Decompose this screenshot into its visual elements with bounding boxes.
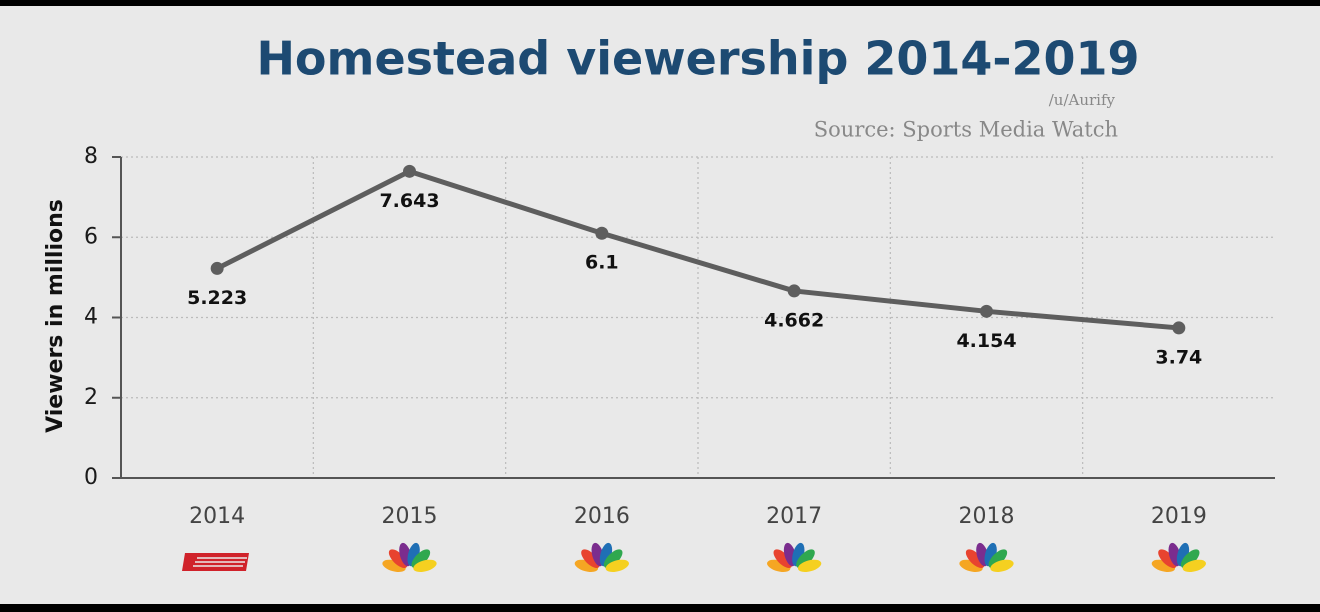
- nbc-logo: [1151, 542, 1206, 573]
- feather: [773, 549, 793, 569]
- x-tick-label: 2015: [382, 504, 438, 529]
- x-tick-label: 2019: [1151, 504, 1207, 529]
- nbc-logo: [959, 542, 1014, 573]
- data-label: 4.662: [764, 309, 824, 331]
- feather: [411, 549, 431, 569]
- source: Source: Sports Media Watch: [814, 118, 1118, 142]
- feather: [603, 549, 623, 569]
- feather: [797, 559, 822, 573]
- y-tick-label: 8: [84, 144, 98, 169]
- x-tick-label: 2017: [766, 504, 822, 529]
- feather: [965, 549, 985, 569]
- point: [787, 284, 801, 298]
- data-label: 7.643: [379, 190, 439, 212]
- point: [1172, 321, 1186, 335]
- feather: [990, 559, 1014, 573]
- feather: [388, 549, 408, 569]
- feather: [1180, 549, 1200, 569]
- y-tick-label: 2: [84, 385, 98, 410]
- nbc-logo: [767, 542, 822, 573]
- feather: [1182, 559, 1206, 573]
- x-tick-label: 2016: [574, 504, 630, 529]
- feather: [605, 559, 629, 573]
- x-tick-label: 2018: [959, 504, 1015, 529]
- y-tick-label: 0: [84, 465, 98, 490]
- data-label: 3.74: [1155, 346, 1202, 368]
- feather: [1158, 549, 1177, 569]
- point: [210, 261, 224, 275]
- subtitle: /u/Aurify: [1049, 91, 1116, 109]
- background: [0, 6, 1320, 604]
- point: [403, 164, 416, 178]
- point: [595, 226, 609, 240]
- data-label: 4.154: [956, 330, 1016, 352]
- y-axis-label: Viewers in millions: [43, 199, 68, 433]
- nbc-logo: [382, 542, 437, 573]
- data-label: 5.223: [187, 287, 247, 309]
- nbc-logo: [574, 542, 629, 573]
- data-label: 6.1: [585, 252, 619, 274]
- point: [980, 304, 993, 318]
- feather: [413, 559, 437, 573]
- logos: [182, 553, 249, 571]
- chart-title: Homestead viewership 2014-2019: [256, 32, 1139, 86]
- feather: [988, 549, 1008, 569]
- y-tick-label: 4: [84, 305, 98, 330]
- feather: [796, 549, 815, 569]
- feather: [581, 549, 600, 569]
- y-tick-label: 6: [84, 224, 98, 249]
- x-tick-label: 2014: [189, 504, 245, 529]
- espn-logo: [182, 553, 249, 571]
- line: [216, 168, 1180, 331]
